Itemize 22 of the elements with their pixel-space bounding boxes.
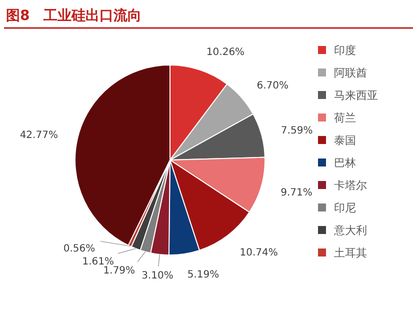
data-label: 6.70% xyxy=(256,80,289,92)
data-label: 1.79% xyxy=(103,266,136,277)
data-label: 3.10% xyxy=(142,270,174,282)
data-label: 0.56% xyxy=(63,243,96,254)
data-label: 42.77% xyxy=(20,130,58,142)
chart-title: 图8 工业硅出口流向 xyxy=(6,7,142,24)
data-label: 1.61% xyxy=(82,256,114,268)
legend-label: 泰国 xyxy=(334,134,356,147)
legend-label: 卡塔尔 xyxy=(334,179,367,192)
legend-label: 土耳其 xyxy=(334,246,367,260)
data-label: 9.71% xyxy=(280,187,312,198)
legend-label: 印度 xyxy=(334,44,356,57)
legend-label: 马来西亚 xyxy=(334,89,378,102)
legend-label: 阿联酋 xyxy=(334,66,367,80)
data-label: 5.19% xyxy=(187,270,220,281)
legend-label: 巴林 xyxy=(334,156,356,170)
data-label: 7.59% xyxy=(280,126,313,137)
legend-label: 荷兰 xyxy=(334,112,356,124)
data-label: 10.26% xyxy=(206,46,245,58)
legend-label: 意大利 xyxy=(333,224,367,237)
data-label: 10.74% xyxy=(240,247,278,258)
legend-label: 印尼 xyxy=(334,202,356,214)
